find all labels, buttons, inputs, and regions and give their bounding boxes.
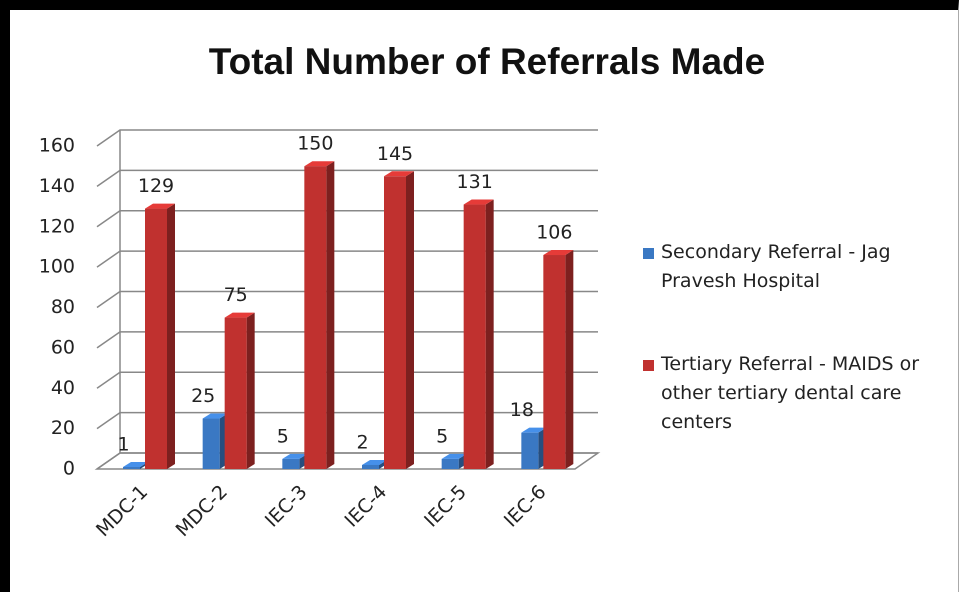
bar bbox=[145, 208, 167, 470]
value-label: 1 bbox=[117, 433, 129, 455]
bar bbox=[441, 458, 459, 469]
bar bbox=[463, 204, 486, 469]
bar-side bbox=[326, 161, 335, 469]
y-tick-label: 40 bbox=[51, 377, 75, 399]
bar-group bbox=[202, 413, 228, 469]
y-tick-label: 60 bbox=[51, 336, 75, 358]
value-label: 106 bbox=[536, 222, 572, 244]
bar-top bbox=[441, 453, 467, 459]
bar-side bbox=[246, 312, 255, 469]
value-label: 145 bbox=[377, 143, 413, 165]
bar-side bbox=[406, 171, 414, 469]
y-tick-label: 100 bbox=[39, 256, 75, 278]
x-tick-label: IEC-4 bbox=[340, 481, 391, 532]
y-tick-label: 80 bbox=[51, 296, 75, 318]
bar bbox=[362, 464, 379, 469]
legend-item: Secondary Referral - Jag Pravesh Hospita… bbox=[643, 238, 943, 296]
x-tick-label: MDC-1 bbox=[92, 481, 152, 541]
grid-line bbox=[96, 371, 598, 389]
legend: Secondary Referral - Jag Pravesh Hospita… bbox=[643, 238, 943, 491]
value-label: 5 bbox=[277, 425, 289, 447]
grid-line bbox=[96, 210, 598, 228]
bar-group bbox=[123, 461, 148, 469]
grid-line bbox=[96, 290, 598, 309]
y-tick-label: 160 bbox=[39, 135, 75, 157]
bar-group bbox=[304, 161, 335, 469]
bar-group bbox=[145, 203, 175, 470]
bar bbox=[543, 255, 566, 469]
bar-group bbox=[463, 199, 494, 469]
bar-top bbox=[282, 453, 308, 459]
bar-top bbox=[384, 171, 414, 177]
bar bbox=[224, 317, 247, 469]
grid-line bbox=[96, 411, 598, 430]
bar-top bbox=[145, 203, 175, 209]
bar-side bbox=[167, 203, 175, 470]
bar bbox=[202, 418, 220, 469]
bar-top bbox=[224, 312, 255, 318]
x-tick-label: IEC-3 bbox=[261, 481, 312, 532]
bar bbox=[123, 466, 140, 469]
y-tick-label: 140 bbox=[39, 175, 75, 197]
bar-group bbox=[441, 453, 467, 469]
bar-group bbox=[384, 171, 414, 469]
legend-swatch bbox=[643, 360, 654, 371]
bar-group bbox=[362, 459, 387, 469]
legend-label: Secondary Referral - Jag Pravesh Hospita… bbox=[661, 241, 891, 292]
value-label: 75 bbox=[224, 284, 248, 306]
y-tick-label: 0 bbox=[63, 458, 75, 480]
grid-line bbox=[96, 452, 598, 470]
bar-group bbox=[521, 427, 547, 469]
grid-line bbox=[96, 250, 598, 268]
grid-line bbox=[96, 129, 598, 147]
value-label: 131 bbox=[457, 171, 493, 193]
bar-top bbox=[202, 413, 228, 419]
x-tick-label: IEC-5 bbox=[420, 481, 471, 532]
bar-group bbox=[543, 250, 574, 469]
bar bbox=[521, 432, 539, 469]
value-label: 5 bbox=[436, 425, 448, 447]
chart-title: Total Number of Referrals Made bbox=[209, 41, 765, 82]
bar-group bbox=[224, 312, 255, 469]
x-tick-label: MDC-2 bbox=[172, 481, 232, 541]
bar-top bbox=[543, 250, 574, 256]
bar-top bbox=[304, 161, 335, 167]
value-label: 25 bbox=[191, 385, 215, 407]
legend-item: Tertiary Referral - MAIDS or other terti… bbox=[643, 350, 943, 437]
bar-top bbox=[362, 459, 387, 465]
value-label: 129 bbox=[138, 175, 174, 197]
y-tick-label: 120 bbox=[39, 215, 75, 237]
legend-label: Tertiary Referral - MAIDS or other terti… bbox=[661, 353, 920, 433]
grid-line bbox=[96, 331, 598, 349]
bar bbox=[384, 176, 406, 469]
bar-group bbox=[282, 453, 308, 469]
bar-top bbox=[521, 427, 547, 433]
bar-side bbox=[485, 199, 494, 469]
x-tick-label: IEC-6 bbox=[500, 481, 551, 532]
value-label: 150 bbox=[297, 133, 333, 155]
value-label: 2 bbox=[356, 431, 368, 453]
bar-top bbox=[463, 199, 494, 205]
bar-top bbox=[123, 461, 148, 467]
y-tick-label: 20 bbox=[51, 417, 75, 439]
bar bbox=[304, 166, 327, 469]
bar bbox=[282, 458, 300, 469]
bar-side bbox=[565, 250, 574, 469]
legend-swatch bbox=[643, 248, 654, 259]
value-label: 18 bbox=[510, 399, 534, 421]
grid-line bbox=[96, 169, 598, 187]
